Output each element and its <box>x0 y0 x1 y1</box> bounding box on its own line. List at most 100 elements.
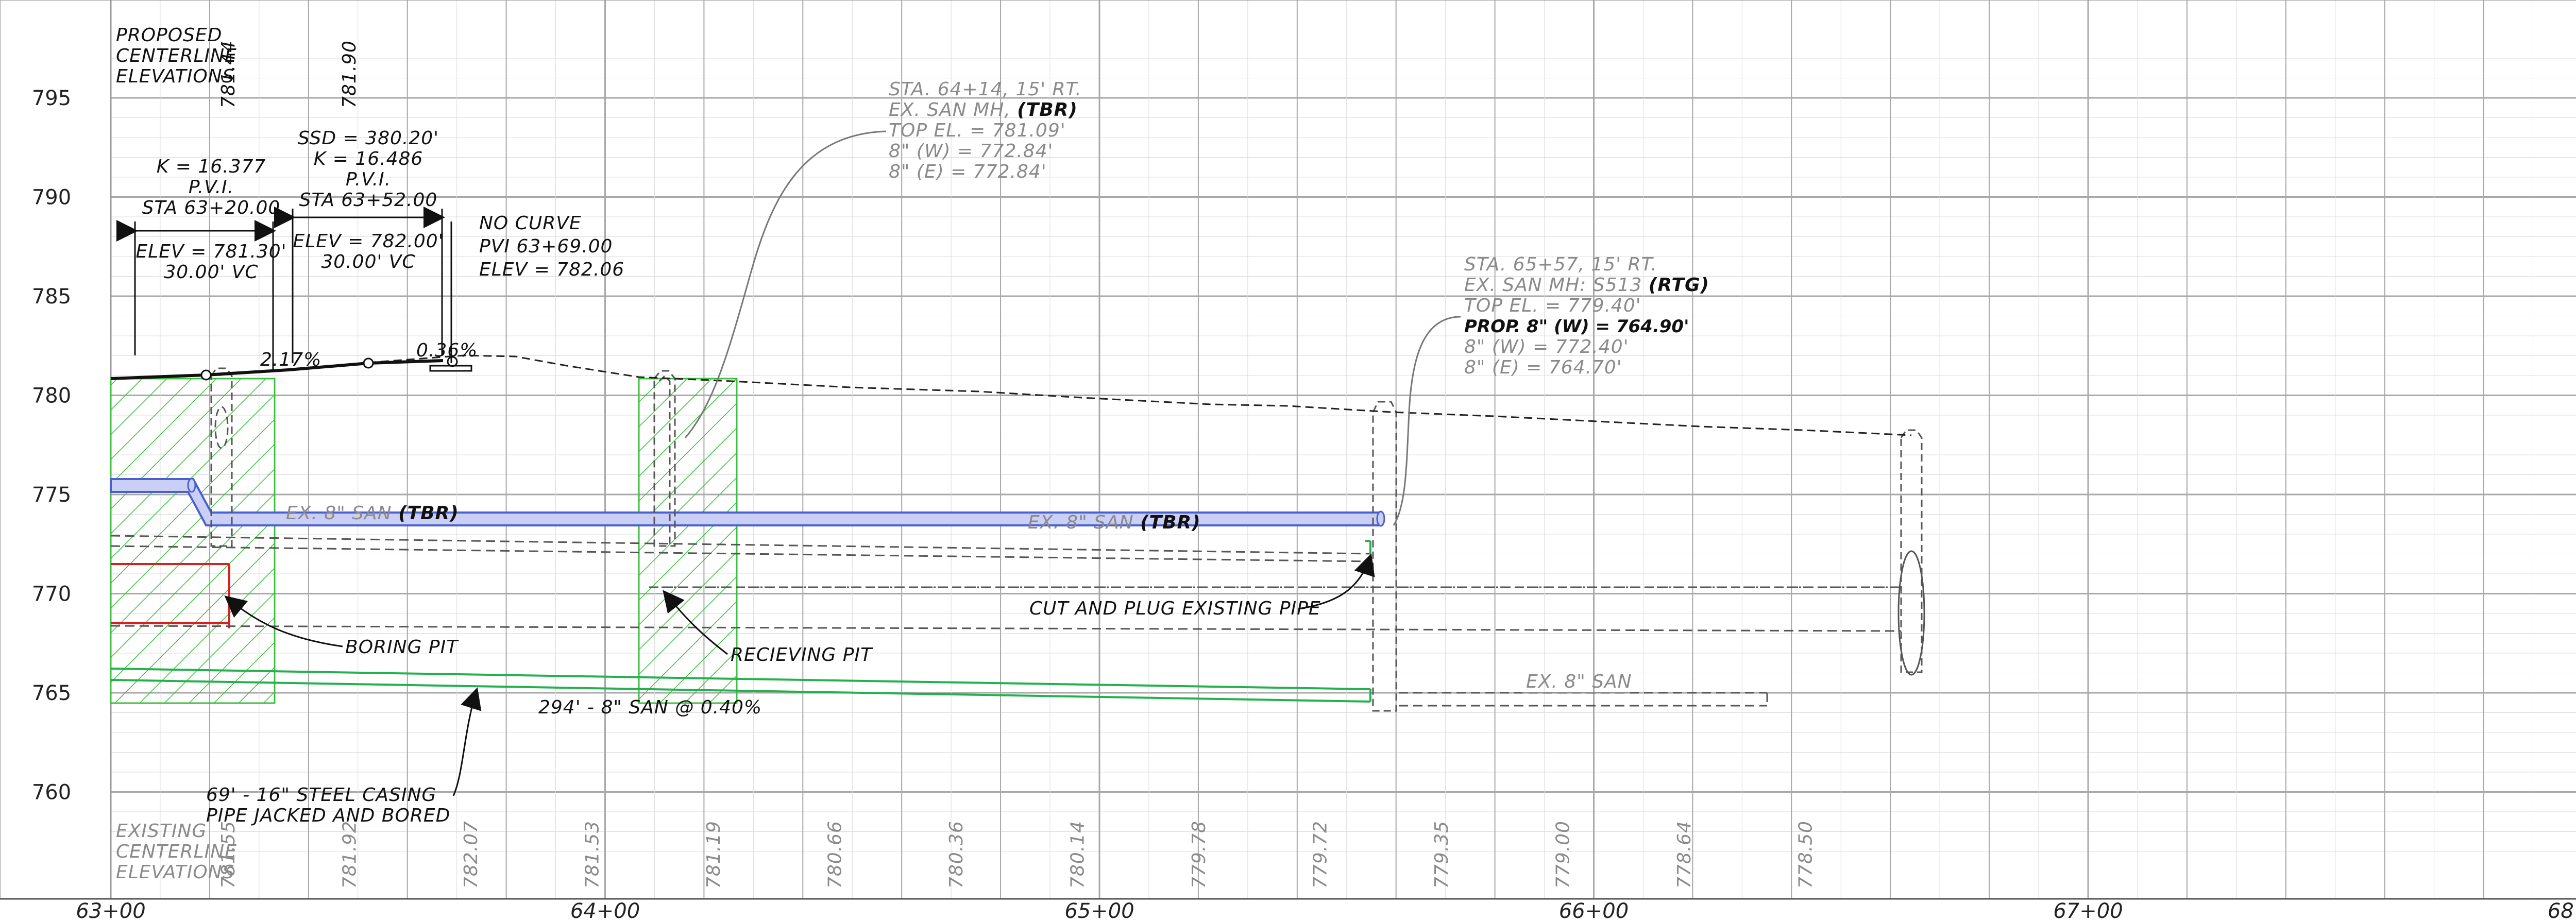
mh2-leader <box>1393 316 1461 526</box>
elevation-label-left: 760 <box>32 781 71 805</box>
curve3-pvi: PVI 63+69.00 <box>479 236 613 257</box>
mh1-line2-text: EX. SAN MH, <box>889 99 1011 121</box>
boring-pit <box>110 378 276 704</box>
curve3-title: NO CURVE <box>479 213 582 234</box>
existing-elevation: 779.00 <box>1553 821 1574 889</box>
proposed-elevations: 781.44 781.90 <box>218 40 360 108</box>
proposed-label: PROPOSED CENTERLINE ELEVATIONS <box>116 25 237 87</box>
station-label: 67+00 <box>2053 899 2123 921</box>
existing-elevation: 778.64 <box>1674 821 1695 889</box>
station-labels: 63+00 64+00 65+00 66+00 67+00 68+00 <box>76 899 2576 921</box>
manhole-boring <box>210 367 233 547</box>
curve1-k: K = 16.377 <box>157 156 266 177</box>
cut-plug-label: CUT AND PLUG EXISTING PIPE <box>1029 598 1321 619</box>
curve2-sta: STA 63+52.00 <box>299 190 438 211</box>
existing-label-3: ELEVATIONS <box>116 862 234 883</box>
elevation-label-left: 775 <box>32 483 71 507</box>
mh2-line2: EX. SAN MH: S513 (RTG) <box>1464 275 1709 296</box>
pvi-flag <box>429 365 472 372</box>
elevation-label-left: 795 <box>32 87 71 110</box>
elevation-label-left: 780 <box>32 384 71 408</box>
cut-plug-leader <box>1298 553 1375 610</box>
elevation-label-left: 790 <box>32 186 71 210</box>
proposed-elevation: 781.44 <box>218 40 239 108</box>
ex-san-left-text: EX. 8" SAN <box>286 503 392 524</box>
curve3-elev: ELEV = 782.06 <box>479 259 624 280</box>
ex-san-mid-label: EX. 8" SAN (TBR) <box>1028 512 1201 533</box>
existing-elevation: 779.78 <box>1189 821 1210 889</box>
existing-elevation: 781.19 <box>703 821 724 889</box>
mh1-line1: STA. 64+14, 15' RT. <box>889 79 1082 100</box>
existing-elevation: 781.55 <box>218 821 239 889</box>
mh2-line1: STA. 65+57, 15' RT. <box>1464 254 1657 275</box>
curve1-vc: 30.00' VC <box>164 262 258 283</box>
ex-san-left-label: EX. 8" SAN (TBR) <box>286 503 459 524</box>
casing-leader <box>452 687 482 796</box>
proposed-elevation: 781.90 <box>339 40 360 108</box>
existing-elevation: 782.07 <box>461 821 482 889</box>
mh1-line5: 8" (E) = 772.84' <box>889 161 1047 182</box>
curve-1-annotation: K = 16.377 P.V.I. STA 63+20.00 ELEV = 78… <box>135 156 286 283</box>
station-label: 65+00 <box>1064 899 1134 921</box>
proposed-profile-line <box>110 359 444 380</box>
existing-elevation: 778.50 <box>1795 821 1817 889</box>
existing-elevation: 781.92 <box>340 821 361 889</box>
grade-1: 2.17% <box>260 349 321 370</box>
mh2-line2-text: EX. SAN MH: S513 <box>1464 275 1642 296</box>
existing-elevation: 779.35 <box>1431 821 1452 889</box>
existing-elevation: 781.53 <box>582 821 603 889</box>
pvi-marker-2 <box>363 357 374 369</box>
mh2-annotation: STA. 65+57, 15' RT. EX. SAN MH: S513 (RT… <box>1464 254 1709 378</box>
existing-sanitary-pipe <box>110 477 1385 527</box>
curve1-pvi: P.V.I. <box>189 177 234 198</box>
curve1-elev: ELEV = 781.30' <box>135 241 286 262</box>
elevation-grid <box>110 0 2576 899</box>
curve1-sta: STA 63+20.00 <box>142 197 281 218</box>
mh1-line2: EX. SAN MH, (TBR) <box>889 99 1078 121</box>
manhole-3 <box>1897 429 1925 676</box>
curve-2-annotation: SSD = 380.20' K = 16.486 P.V.I. STA 63+5… <box>293 128 444 272</box>
existing-label: EXISTING CENTERLINE ELEVATIONS <box>116 821 236 883</box>
ex-san-left-bold: (TBR) <box>398 503 459 524</box>
receiving-pit-label: RECIEVING PIT <box>731 644 873 666</box>
mh1-line4: 8" (W) = 772.84' <box>889 141 1054 162</box>
existing-elevations: 781.55 781.92 782.07 781.53 781.19 780.66 780.… <box>218 821 1817 889</box>
boring-pit-label: BORING PIT <box>345 637 459 658</box>
station-label: 68+00 <box>2548 899 2576 921</box>
elevation-label-left: 785 <box>32 285 71 309</box>
curve2-k: K = 16.486 <box>314 148 423 169</box>
station-label: 66+00 <box>1559 899 1629 921</box>
curve2-pvi: P.V.I. <box>346 169 391 190</box>
casing-label-1: 69' - 16" STEEL CASING <box>206 784 436 806</box>
mh2-line2-bold: (RTG) <box>1649 275 1709 296</box>
elevation-label-left: 770 <box>32 583 71 606</box>
existing-elevation: 780.66 <box>825 821 846 889</box>
elevation-labels-left: 795 790 785 780 775 770 765 760 <box>32 87 71 805</box>
curve2-elev: ELEV = 782.00' <box>293 231 444 252</box>
mh1-line2-bold: (TBR) <box>1017 99 1078 121</box>
existing-elevation: 780.36 <box>946 821 967 889</box>
ex-san-right-label: EX. 8" SAN <box>1526 671 1632 692</box>
proposed-sanitary-pipe <box>110 540 1371 703</box>
manhole-2 <box>1372 401 1397 712</box>
mh1-annotation: STA. 64+14, 15' RT. EX. SAN MH, (TBR) TO… <box>889 79 1082 182</box>
curve-3-annotation: NO CURVE PVI 63+69.00 ELEV = 782.06 <box>479 213 624 280</box>
receiving-pit-leader <box>663 590 728 655</box>
existing-ground-line <box>110 354 1912 436</box>
ex-san-mid-bold: (TBR) <box>1140 512 1201 533</box>
proposed-label-2: CENTERLINE <box>116 45 237 66</box>
casing-label-2: PIPE JACKED AND BORED <box>206 805 450 826</box>
mh2-line4: PROP. 8" (W) = 764.90' <box>1464 316 1689 337</box>
curve-dimensions <box>116 207 452 371</box>
existing-label-1: EXISTING <box>116 821 207 842</box>
station-label: 63+00 <box>76 899 145 921</box>
station-label: 64+00 <box>570 899 640 921</box>
grade-2: 0.36% <box>416 340 478 361</box>
ex-san-mid-text: EX. 8" SAN <box>1028 512 1134 533</box>
existing-elevation: 780.14 <box>1067 821 1089 889</box>
existing-elevation: 779.72 <box>1310 821 1331 889</box>
pvi-marker-1 <box>200 369 212 381</box>
mh2-line6: 8" (E) = 764.70' <box>1464 357 1622 378</box>
mh1-line3: TOP EL. = 781.09' <box>889 120 1066 141</box>
curve2-vc: 30.00' VC <box>321 251 415 272</box>
